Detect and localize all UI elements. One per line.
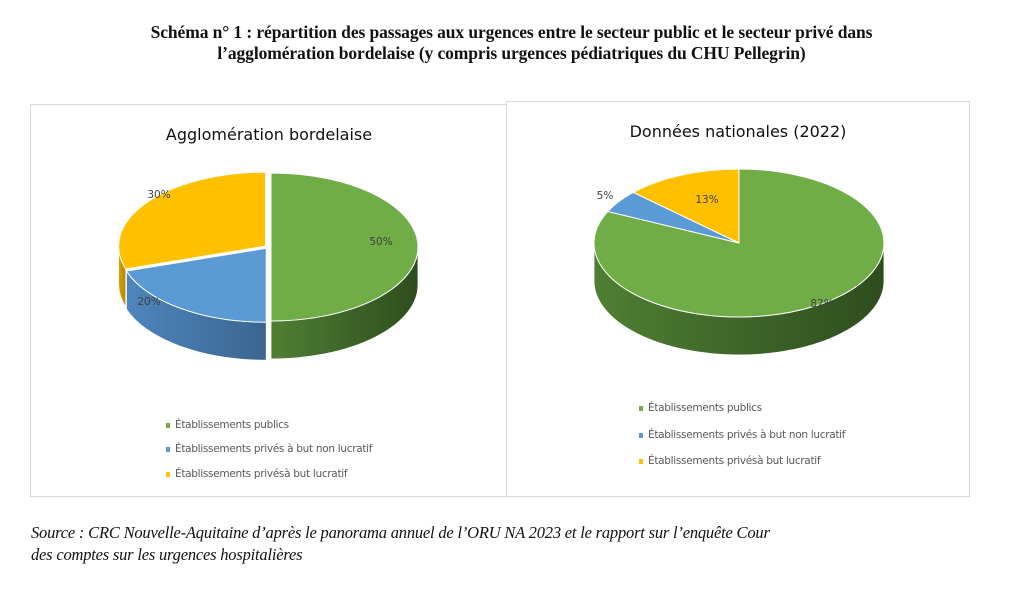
data-label-non-lucratif: 5% — [597, 190, 614, 202]
data-labels: 82% 5% 13% — [597, 190, 834, 310]
figure-title-line-1: Schéma n° 1 : répartition des passages a… — [150, 22, 873, 42]
data-label-lucratif: 30% — [147, 189, 170, 201]
pie-chart-national: 82% 5% 13% — [593, 168, 885, 356]
legend-label: Établissements privés à but non lucratif — [648, 429, 846, 441]
legend-swatch-non-lucratif — [166, 447, 170, 452]
pie-tops — [593, 168, 885, 318]
chart-panel-agglomeration: Agglomération bordelaise 50% 20% 30% Établ… — [30, 104, 508, 497]
legend-swatch-public — [639, 406, 643, 411]
figure-title: Schéma n° 1 : répartition des passages a… — [0, 22, 1023, 64]
pie-tops — [118, 171, 419, 323]
source-note: Source : CRC Nouvelle-Aquitaine d’après … — [31, 522, 1001, 566]
legend-swatch-lucratif — [166, 472, 170, 477]
legend-label: Établissements privésà but lucratif — [175, 468, 348, 480]
legend-swatch-lucratif — [639, 459, 643, 464]
pie-slice-public — [270, 172, 419, 322]
source-line-1: Source : CRC Nouvelle-Aquitaine d’après … — [31, 523, 770, 542]
pie-slice-non-lucratif — [125, 247, 267, 323]
legend-label: Établissements publics — [648, 402, 762, 414]
source-line-2: des comptes sur les urgences hospitalièr… — [31, 545, 303, 564]
pie-slice-lucratif — [632, 168, 740, 244]
legend-label: Établissements privés à but non lucratif — [175, 443, 373, 455]
figure-title-line-2: l’agglomération bordelaise (y compris ur… — [217, 43, 806, 63]
legend-label: Établissements privésà but lucratif — [648, 455, 821, 467]
chart-title: Agglomération bordelaise — [165, 125, 373, 144]
data-label-non-lucratif: 20% — [137, 296, 160, 308]
data-label-public: 50% — [369, 236, 392, 248]
pie-chart-agglomeration: 50% 20% 30% — [118, 171, 419, 361]
legend-swatch-public — [166, 423, 170, 428]
chart-title: Données nationales (2022) — [629, 122, 847, 141]
chart-panel-national: Données nationales (2022) 82% 5% 13% Établ… — [506, 101, 970, 497]
legend-label: Établissements publics — [175, 419, 289, 431]
data-labels: 50% 20% 30% — [137, 189, 392, 308]
legend-swatch-non-lucratif — [639, 433, 643, 438]
data-label-lucratif: 13% — [695, 194, 718, 206]
data-label-public: 82% — [810, 298, 833, 310]
pie-slice-lucratif — [118, 171, 267, 270]
